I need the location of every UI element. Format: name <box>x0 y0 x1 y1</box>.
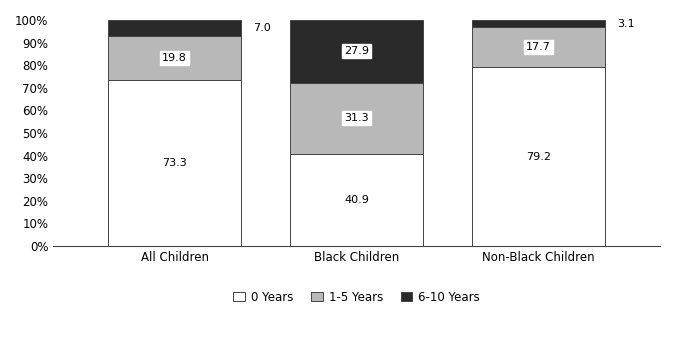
Bar <box>290 154 423 246</box>
Bar <box>472 67 605 246</box>
Legend: 0 Years, 1-5 Years, 6-10 Years: 0 Years, 1-5 Years, 6-10 Years <box>228 286 485 308</box>
Bar <box>472 20 605 27</box>
Bar <box>108 20 242 35</box>
Text: 31.3: 31.3 <box>344 113 369 123</box>
Text: 79.2: 79.2 <box>526 152 551 161</box>
Text: 17.7: 17.7 <box>526 42 551 52</box>
Bar <box>290 83 423 154</box>
Bar <box>108 80 242 246</box>
Text: 7.0: 7.0 <box>254 23 271 33</box>
Text: 3.1: 3.1 <box>618 19 635 28</box>
Bar <box>108 35 242 80</box>
Text: 27.9: 27.9 <box>344 46 369 56</box>
Text: 19.8: 19.8 <box>162 53 187 63</box>
Bar <box>290 20 423 83</box>
Text: 40.9: 40.9 <box>344 195 369 205</box>
Bar <box>472 27 605 67</box>
Text: 73.3: 73.3 <box>162 158 187 168</box>
